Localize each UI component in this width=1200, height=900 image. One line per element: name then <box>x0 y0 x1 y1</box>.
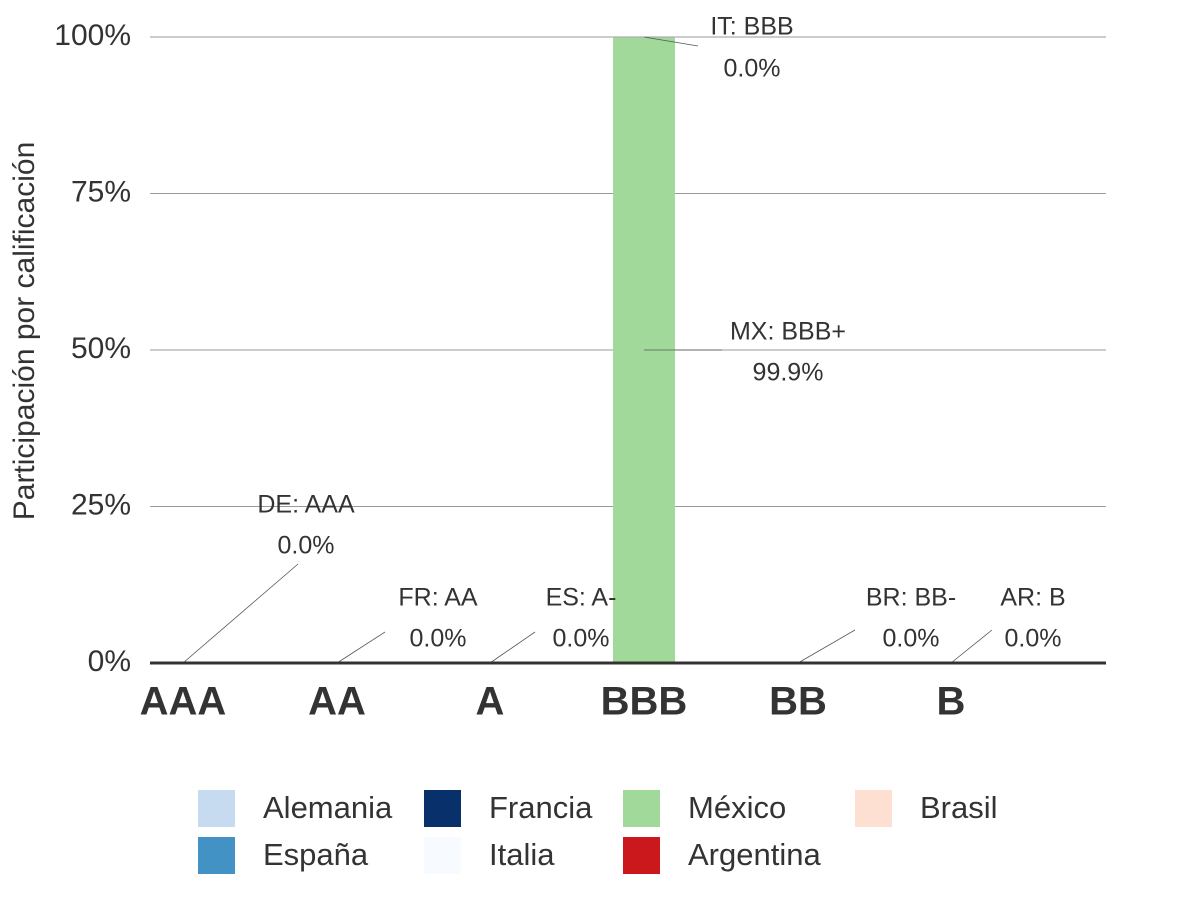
legend-swatch-argentina <box>623 836 660 874</box>
annotation-share-label: 0.0% <box>724 55 781 83</box>
annotation-share-label: 0.0% <box>410 625 467 653</box>
annotation-share-label: 99.9% <box>753 359 824 387</box>
annotations: DE: AAA 0.0% FR: AA 0.0% ES: A- 0.0% IT: BBB 0.… <box>257 13 1065 653</box>
legend-swatch-mexico <box>623 789 660 827</box>
legend-item-alemania: Alemania <box>198 788 392 828</box>
annotation-leader-line <box>797 629 856 664</box>
legend-item-espana: España <box>198 835 368 875</box>
legend-label-alemania: Alemania <box>263 790 393 825</box>
y-axis-title: Participación por calificación <box>8 142 41 521</box>
x-category-label: AA <box>308 680 366 724</box>
legend-item-brasil: Brasil <box>855 788 998 828</box>
legend-item-italia: Italia <box>424 835 554 875</box>
annotation-rating-label: DE: AAA <box>257 491 355 519</box>
legend-swatch-espana <box>198 836 235 874</box>
annotation-leader-line <box>643 36 699 47</box>
annotation-share-label: 0.0% <box>883 625 940 653</box>
annotation-leader-line <box>950 629 993 664</box>
legend-label-argentina: Argentina <box>688 837 821 872</box>
legend-swatch-francia <box>424 789 461 827</box>
legend-swatch-italia <box>424 836 461 874</box>
annotation-leader-line <box>489 631 536 664</box>
y-tick-label: 25% <box>71 488 131 521</box>
y-tick-label: 100% <box>54 19 131 52</box>
annotation-rating-label: BR: BB- <box>866 584 956 612</box>
y-tick-label: 0% <box>88 645 131 678</box>
y-axis-ticks: 0% 25% 50% 75% 100% <box>54 19 131 678</box>
x-category-label: B <box>937 680 966 724</box>
annotation-rating-label: MX: BBB+ <box>730 318 846 346</box>
annotation-share-label: 0.0% <box>278 532 335 560</box>
legend-label-francia: Francia <box>489 790 593 825</box>
legend-item-francia: Francia <box>424 788 592 828</box>
legend-label-mexico: México <box>688 790 787 825</box>
annotation-rating-label: AR: B <box>1000 584 1065 612</box>
annotation-rating-label: ES: A- <box>546 584 617 612</box>
annotation-leader-line <box>182 563 299 664</box>
annotation-rating-label: IT: BBB <box>710 13 793 41</box>
legend-item-mexico: México <box>623 788 786 828</box>
x-category-label: AAA <box>140 680 227 724</box>
x-category-label: BB <box>769 680 827 724</box>
annotation-share-label: 0.0% <box>1005 625 1062 653</box>
x-axis-categories: AAA AA A BBB BB B <box>140 680 966 724</box>
annotation-leaders <box>182 36 993 664</box>
legend-item-argentina: Argentina <box>623 835 821 875</box>
legend: Alemania Francia México Brasil España It… <box>198 788 1058 878</box>
legend-label-brasil: Brasil <box>920 790 998 825</box>
annotation-rating-label: FR: AA <box>398 584 478 612</box>
legend-label-italia: Italia <box>489 837 555 872</box>
legend-label-espana: España <box>263 837 369 872</box>
x-category-label: A <box>476 680 505 724</box>
x-category-label: BBB <box>601 680 688 724</box>
legend-swatch-brasil <box>855 789 892 827</box>
y-tick-label: 75% <box>71 175 131 208</box>
legend-swatch-alemania <box>198 789 235 827</box>
annotation-share-label: 0.0% <box>553 625 610 653</box>
y-tick-label: 50% <box>71 332 131 365</box>
annotation-leader-line <box>336 631 386 664</box>
